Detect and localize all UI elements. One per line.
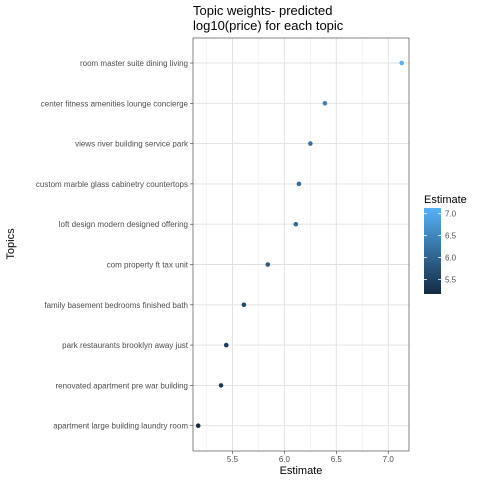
y-tick-label: custom marble glass cabinetry countertop… (36, 180, 188, 189)
x-tick-label: 5.5 (227, 455, 239, 464)
data-point (308, 141, 313, 146)
legend-tick-label: 7.0 (445, 210, 457, 219)
y-tick-label: com property ft tax unit (107, 261, 189, 270)
legend-tick-label: 5.5 (445, 276, 457, 285)
legend-title: Estimate (424, 194, 467, 206)
x-tick-label: 7.0 (383, 455, 395, 464)
data-point (241, 302, 247, 308)
y-tick-label: views river building service park (75, 140, 189, 149)
plot-panel (193, 38, 409, 451)
data-point (265, 262, 271, 267)
data-point (218, 383, 224, 388)
y-axis: room master suite dining living center fi… (36, 59, 193, 431)
x-axis: 5.5 6.0 6.5 7.0 (227, 451, 394, 464)
chart-title-line-2: log10(price) for each topic (193, 18, 344, 33)
x-tick-label: 6.0 (279, 455, 291, 464)
chart-title-line-1: Topic weights- predicted (193, 3, 332, 18)
y-tick-label: apartment large building laundry room (53, 422, 188, 431)
data-point (195, 423, 201, 429)
x-tick-label: 6.5 (331, 455, 343, 464)
y-tick-label: park restaurants brooklyn away just (62, 341, 189, 350)
data-point (322, 101, 328, 106)
data-point (293, 221, 299, 227)
y-tick-label: renovated apartment pre war building (55, 381, 188, 390)
legend-colorbar (424, 208, 441, 294)
data-point (399, 60, 405, 66)
y-tick-label: center fitness amenities lounge concierg… (41, 99, 189, 108)
color-legend: Estimate 5.5 6.0 6.5 7.0 (424, 194, 467, 294)
data-points (195, 60, 405, 429)
x-axis-title: Estimate (280, 465, 323, 477)
data-point (296, 181, 302, 187)
data-point (223, 342, 229, 348)
legend-tick-label: 6.5 (445, 232, 457, 241)
y-tick-label: family basement bedrooms finished bath (44, 301, 188, 310)
y-tick-label: loft design modern designed offering (59, 220, 188, 229)
legend-tick-label: 6.0 (445, 254, 457, 263)
y-tick-label: room master suite dining living (80, 59, 188, 68)
grid-lines (193, 38, 409, 451)
legend-ticks: 5.5 6.0 6.5 7.0 (424, 210, 457, 285)
plot-panel-border (192, 37, 410, 452)
y-axis-title: Topics (5, 228, 17, 260)
